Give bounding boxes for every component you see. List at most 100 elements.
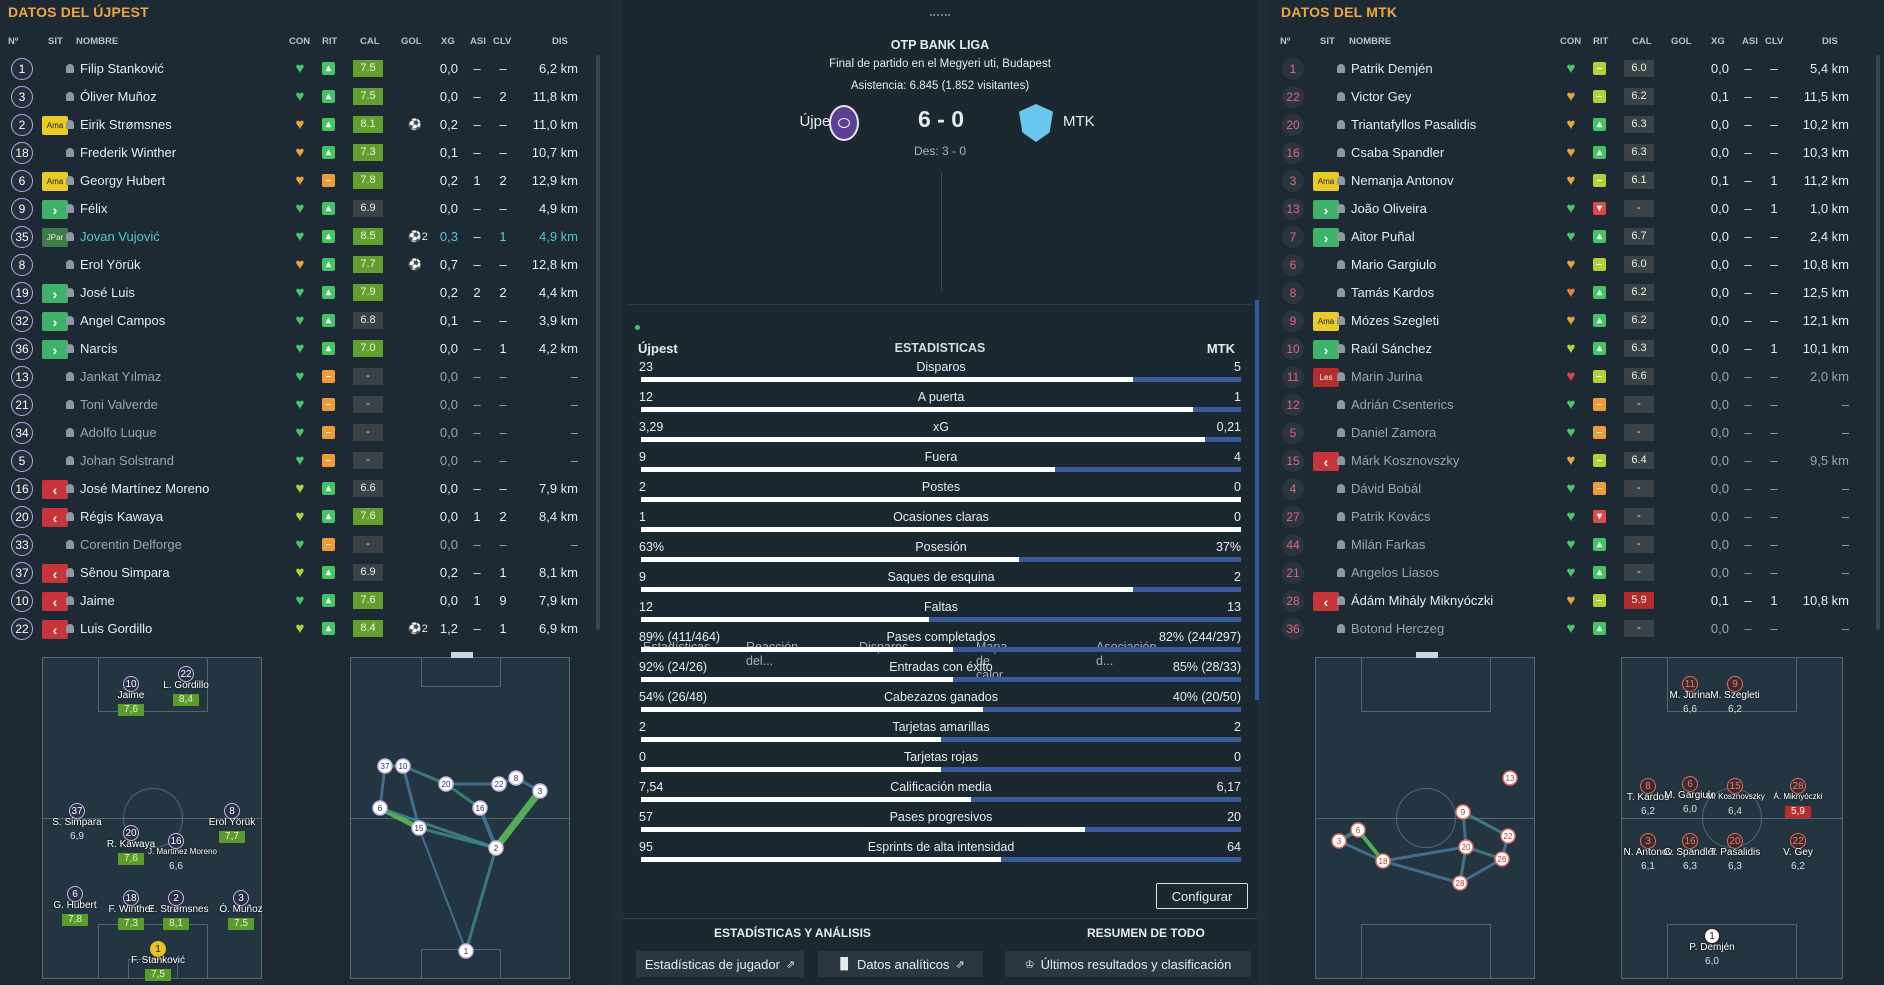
player-name[interactable]: Eirik Strømsnes: [80, 117, 172, 132]
table-row[interactable]: 1 Patrik Demjén ♥ –6.0 0,0– –5,4 km: [1269, 55, 1884, 83]
network-node[interactable]: 22: [1500, 828, 1516, 844]
player-name[interactable]: Patrik Demjén: [1351, 61, 1433, 76]
formation-player-marker[interactable]: 1: [150, 941, 166, 957]
player-name[interactable]: Luis Gordillo: [80, 621, 153, 636]
col-cal[interactable]: CAL: [360, 36, 380, 47]
network-node[interactable]: 2: [488, 840, 504, 856]
player-name[interactable]: Félix: [80, 201, 108, 216]
table-row[interactable]: 3 Óliver Muñoz ♥ ▴ 7.5 0,0– 2 11,8 km: [0, 83, 613, 111]
table-row[interactable]: 9 Ama Mózes Szegleti ♥ ▴ 6.2 0,0– –12,1 km: [1269, 307, 1884, 335]
table-row[interactable]: 8 Erol Yörük ♥ ▴ 7.7 ⚽ 0,7– –12,8 km: [0, 251, 613, 279]
col-rit[interactable]: RIT: [1593, 36, 1609, 47]
formation-player-marker[interactable]: 37: [69, 803, 85, 819]
network-node[interactable]: 1: [458, 943, 474, 959]
table-row[interactable]: 6 Mario Gargiulo ♥ –6.0 0,0– –10,8 km: [1269, 251, 1884, 279]
configure-button[interactable]: Configurar: [1156, 883, 1248, 909]
formation-player-marker[interactable]: 22: [1790, 833, 1806, 849]
table-row[interactable]: 3 Ama Nemanja Antonov ♥ –6.1 0,1–1 11,2 km: [1269, 167, 1884, 195]
player-name[interactable]: Óliver Muñoz: [80, 89, 157, 104]
col-name[interactable]: NOMBRE: [76, 36, 119, 47]
table-row[interactable]: 36 › Narcís ♥ ▴ 7.0 0,0– 1 4,2 km: [0, 335, 613, 363]
formation-player-marker[interactable]: 6: [67, 886, 83, 902]
col-cal[interactable]: CAL: [1632, 36, 1652, 47]
player-stats-button[interactable]: Estadísticas de jugador ⇗: [636, 951, 804, 977]
formation-player-marker[interactable]: 3: [233, 890, 249, 906]
player-name[interactable]: Botond Herczeg: [1351, 621, 1445, 636]
table-row[interactable]: 22 Victor Gey ♥ –6.2 0,1– –11,5 km: [1269, 83, 1884, 111]
col-dis[interactable]: DIS: [1822, 36, 1838, 47]
table-row[interactable]: 37 ‹ Sênou Simpara ♥ ▴ 6.9 0,2– 1 8,1 km: [0, 559, 613, 587]
table-row[interactable]: 2 Ama Eirik Strømsnes ♥ ▴ 8.1 ⚽ 0,2– –11,0 km: [0, 111, 613, 139]
table-row[interactable]: 5 Daniel Zamora ♥ – -0,0– – –: [1269, 419, 1884, 447]
table-row[interactable]: 15 ‹ Márk Kosznovszky ♥ –6.4 0,0– –9,5 km: [1269, 447, 1884, 475]
formation-player-marker[interactable]: 22: [178, 666, 194, 682]
player-name[interactable]: Tamás Kardos: [1351, 285, 1435, 300]
formation-player-marker[interactable]: 8: [224, 803, 240, 819]
network-node[interactable]: 3: [1331, 833, 1347, 849]
table-row[interactable]: 28 ‹ Ádám Mihály Miknyóczki ♥ –5.9 0,1–1 10,8 …: [1269, 587, 1884, 615]
table-row[interactable]: 1 Filip Stanković ♥ ▴ 7.5 0,0– –6,2 km: [0, 55, 613, 83]
player-name[interactable]: Adolfo Luque: [80, 425, 157, 440]
player-name[interactable]: Toni Valverde: [80, 397, 158, 412]
formation-player-marker[interactable]: 10: [123, 676, 139, 692]
network-node[interactable]: 20: [438, 776, 454, 792]
player-name[interactable]: Régis Kawaya: [80, 509, 164, 524]
player-name[interactable]: Angelos Liasos: [1351, 565, 1440, 580]
network-node[interactable]: 13: [1502, 770, 1518, 786]
away-team-name[interactable]: MTK: [1063, 113, 1095, 130]
results-standings-button[interactable]: ♔ Últimos resultados y clasificación: [1005, 951, 1251, 977]
player-name[interactable]: Filip Stanković: [80, 61, 164, 76]
table-row[interactable]: 11 Les Marin Jurina ♥ –6.6 0,0– –2,0 km: [1269, 363, 1884, 391]
player-name[interactable]: Dávid Bobál: [1351, 481, 1422, 496]
player-name[interactable]: Sênou Simpara: [80, 565, 170, 580]
formation-player-marker[interactable]: 2: [168, 890, 184, 906]
player-name[interactable]: Mario Gargiulo: [1351, 257, 1437, 272]
formation-player-marker[interactable]: 16: [1682, 833, 1698, 849]
player-name[interactable]: Patrik Kovács: [1351, 509, 1431, 524]
col-dis[interactable]: DIS: [552, 36, 568, 47]
player-name[interactable]: José Luis: [80, 285, 135, 300]
player-name[interactable]: Marin Jurina: [1351, 369, 1423, 384]
table-row[interactable]: 8 Tamás Kardos ♥ ▴ 6.2 0,0– –12,5 km: [1269, 279, 1884, 307]
table-row[interactable]: 18 Frederik Winther ♥ ▴ 7.3 0,1– –10,7 km: [0, 139, 613, 167]
formation-player-marker[interactable]: 16: [168, 833, 184, 849]
col-xg[interactable]: XG: [1711, 36, 1725, 47]
table-row[interactable]: 19 › José Luis ♥ ▴ 7.9 0,2 2 2 4,4 km: [0, 279, 613, 307]
network-node[interactable]: 8: [508, 770, 524, 786]
col-gol[interactable]: GOL: [1671, 36, 1692, 47]
network-node[interactable]: 20: [1458, 839, 1474, 855]
table-row[interactable]: 4 Dávid Bobál ♥ – -0,0– – –: [1269, 475, 1884, 503]
player-name[interactable]: Jovan Vujović: [80, 229, 160, 244]
scrollbar[interactable]: [1876, 55, 1880, 630]
player-name[interactable]: Milán Farkas: [1351, 537, 1426, 552]
network-node[interactable]: 26: [1494, 851, 1510, 867]
player-name[interactable]: Victor Gey: [1351, 89, 1412, 104]
player-name[interactable]: Raúl Sánchez: [1351, 341, 1432, 356]
col-rit[interactable]: RIT: [322, 36, 338, 47]
network-node[interactable]: 3: [532, 783, 548, 799]
player-name[interactable]: Nemanja Antonov: [1351, 173, 1454, 188]
col-xg[interactable]: XG: [441, 36, 455, 47]
player-name[interactable]: Jankat Yılmaz: [80, 369, 162, 384]
table-row[interactable]: 10 › Raúl Sánchez ♥ ▴ 6.3 0,0– 1 10,1 km: [1269, 335, 1884, 363]
formation-player-marker[interactable]: 3: [1640, 833, 1656, 849]
formation-player-marker[interactable]: 20: [1727, 833, 1743, 849]
table-row[interactable]: 5 Johan Solstrand ♥ – -0,0– – –: [0, 447, 613, 475]
table-row[interactable]: 35 JPar Jovan Vujović ♥ ▴ 8.5 ⚽2 0,3– 1 4,9 km: [0, 223, 613, 251]
player-name[interactable]: Csaba Spandler: [1351, 145, 1445, 160]
formation-player-marker[interactable]: 8: [1640, 778, 1656, 794]
table-row[interactable]: 6 Ama Georgy Hubert ♥ – 7.8 0,2 1 2 12,9 km: [0, 167, 613, 195]
col-num[interactable]: Nº: [1280, 36, 1291, 47]
col-num[interactable]: Nº: [8, 36, 19, 47]
formation-player-marker[interactable]: 1: [1704, 928, 1720, 944]
col-clv[interactable]: CLV: [1765, 36, 1784, 47]
col-con[interactable]: CON: [289, 36, 311, 47]
table-row[interactable]: 20 Triantafyllos Pasalidis ♥ ▴ 6.3 0,0– –10,2 …: [1269, 111, 1884, 139]
network-node[interactable]: 6: [372, 800, 388, 816]
table-row[interactable]: 21 Angelos Liasos ♥ ▴ -0,0– – –: [1269, 559, 1884, 587]
player-name[interactable]: Angel Campos: [80, 313, 166, 328]
col-sit[interactable]: SIT: [48, 36, 63, 47]
formation-player-marker[interactable]: 18: [123, 890, 139, 906]
network-node[interactable]: 16: [472, 800, 488, 816]
table-row[interactable]: 21 Toni Valverde ♥ – -0,0– – –: [0, 391, 613, 419]
